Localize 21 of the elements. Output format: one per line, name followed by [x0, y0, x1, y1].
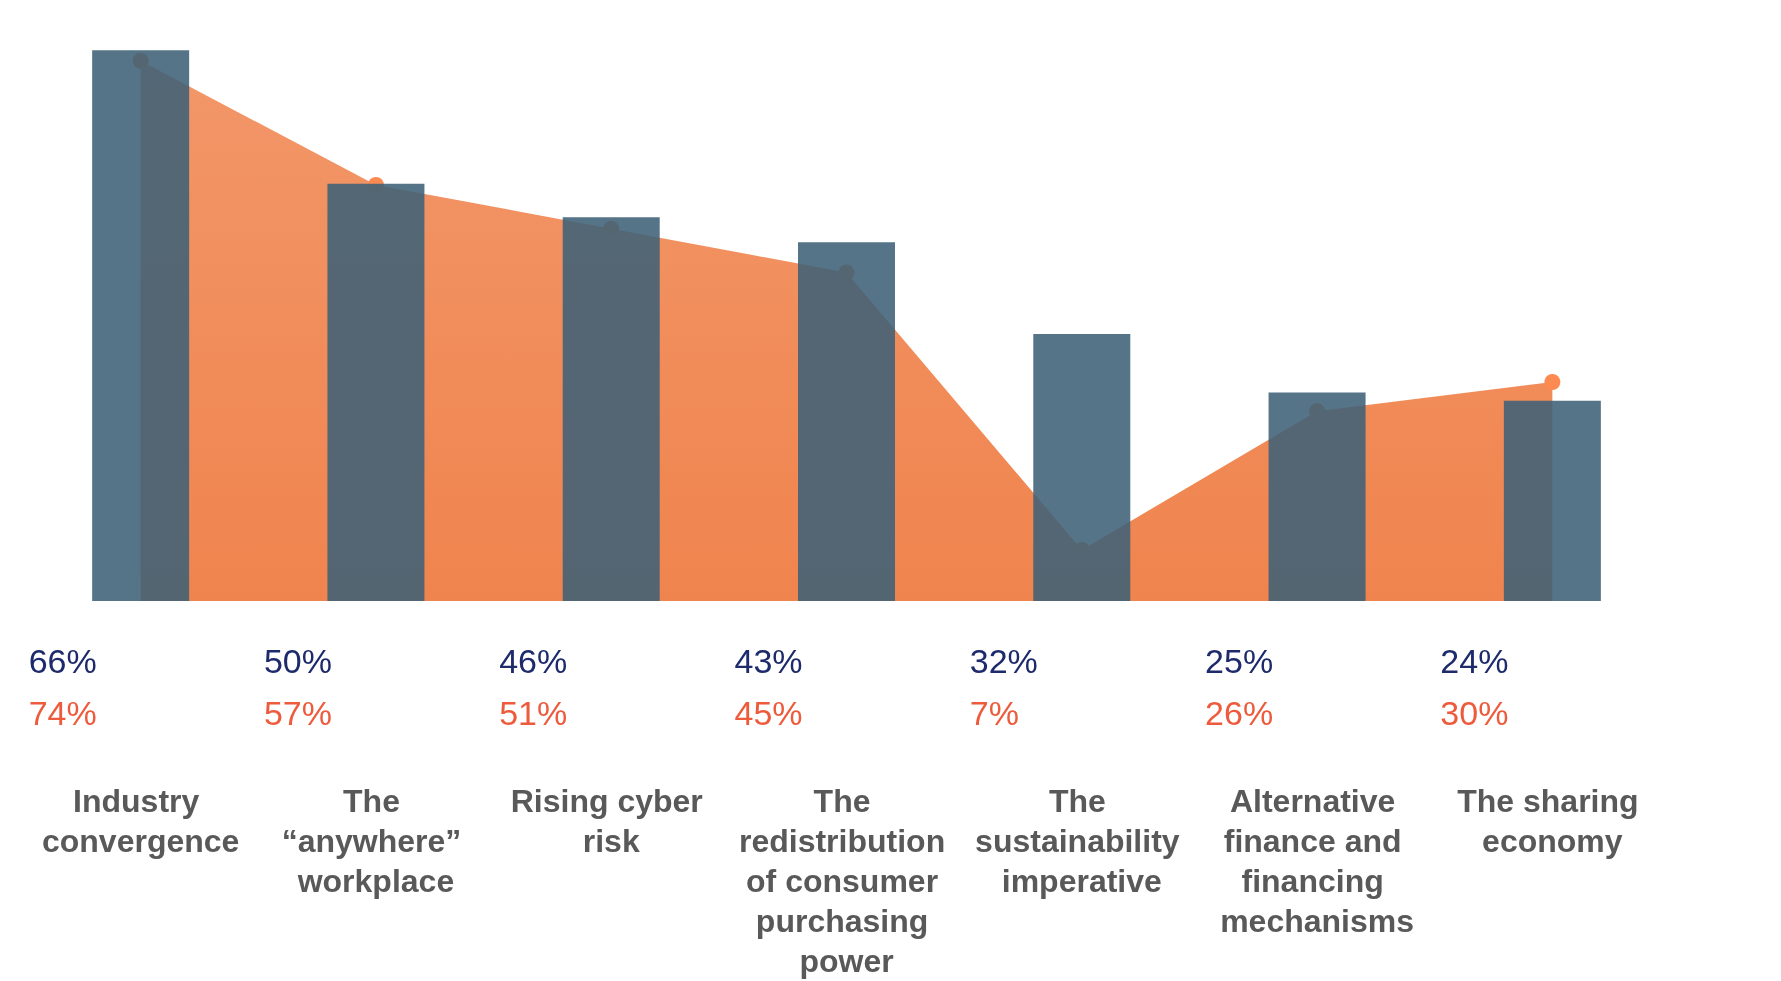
- x-tick-label: Alternative finance and financing mechanisms: [1220, 783, 1415, 939]
- data-label: 7%: [969, 694, 1019, 732]
- data-label: 74%: [28, 694, 97, 732]
- data-label: 51%: [499, 694, 568, 732]
- x-tick-label: The sustainability imperative: [975, 783, 1189, 899]
- data-label: 24%: [1440, 642, 1509, 680]
- data-label: 45%: [734, 694, 803, 732]
- x-tick-label: Industry convergence: [41, 783, 240, 859]
- data-label: 30%: [1440, 694, 1509, 732]
- data-label: 66%: [28, 642, 97, 680]
- data-label: 43%: [734, 642, 803, 680]
- data-label: 32%: [969, 642, 1038, 680]
- data-label: 25%: [1205, 642, 1274, 680]
- data-label: 57%: [263, 694, 332, 732]
- data-label: 26%: [1205, 694, 1274, 732]
- x-tick-label: The “anywhere” workplace: [281, 783, 471, 899]
- x-tick-label: The redistribution of consumer purchasing power: [738, 783, 955, 979]
- x-tick-label: Rising cyber risk: [510, 783, 712, 859]
- data-label: 50%: [263, 642, 332, 680]
- x-tick-label: The sharing economy: [1457, 783, 1648, 859]
- data-label: 46%: [499, 642, 568, 680]
